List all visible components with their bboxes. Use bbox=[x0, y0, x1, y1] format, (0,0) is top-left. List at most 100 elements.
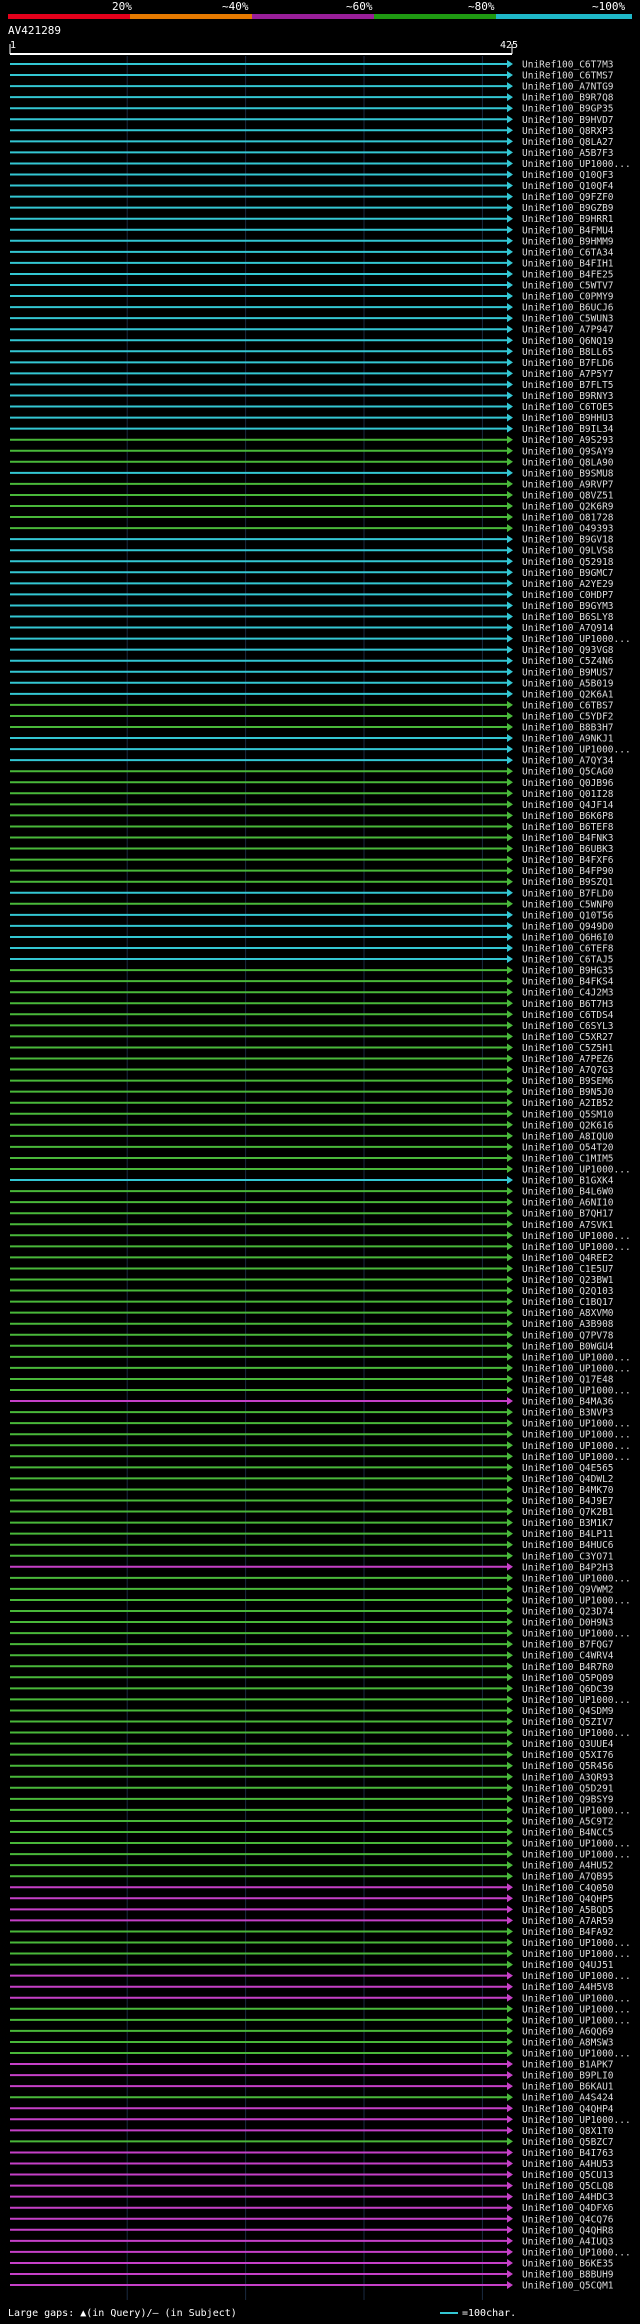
hit-label[interactable]: UniRef100_Q4REE2 bbox=[522, 1253, 614, 1264]
hit-label[interactable]: UniRef100_UP1000... bbox=[522, 1419, 631, 1430]
hit-label[interactable]: UniRef100_UP1000... bbox=[522, 159, 631, 170]
hit-label[interactable]: UniRef100_A5B019 bbox=[522, 678, 614, 689]
hit-label[interactable]: UniRef100_C5Z5H1 bbox=[522, 1043, 614, 1054]
hit-label[interactable]: UniRef100_B6T7H3 bbox=[522, 999, 614, 1010]
hit-label[interactable]: UniRef100_B3NVP3 bbox=[522, 1408, 614, 1419]
hit-label[interactable]: UniRef100_Q2K616 bbox=[522, 1120, 614, 1131]
hit-label[interactable]: UniRef100_B4P2H3 bbox=[522, 1562, 614, 1573]
hit-label[interactable]: UniRef100_B0WGU4 bbox=[522, 1341, 614, 1352]
hit-label[interactable]: UniRef100_A4S424 bbox=[522, 2093, 614, 2104]
hit-label[interactable]: UniRef100_B6SLY8 bbox=[522, 612, 614, 623]
hit-label[interactable]: UniRef100_Q9FZF0 bbox=[522, 192, 614, 203]
hit-label[interactable]: UniRef100_B9GYM3 bbox=[522, 601, 614, 612]
hit-label[interactable]: UniRef100_B4FKS4 bbox=[522, 977, 614, 988]
hit-label[interactable]: UniRef100_C0PMY9 bbox=[522, 292, 614, 303]
hit-label[interactable]: UniRef100_A5C9T2 bbox=[522, 1816, 614, 1827]
hit-label[interactable]: UniRef100_Q5XI76 bbox=[522, 1750, 614, 1761]
hit-label[interactable]: UniRef100_O54T20 bbox=[522, 1142, 614, 1153]
hit-label[interactable]: UniRef100_UP1000... bbox=[522, 2115, 631, 2126]
hit-label[interactable]: UniRef100_Q8LA27 bbox=[522, 137, 614, 148]
hit-label[interactable]: UniRef100_A8XVM0 bbox=[522, 1308, 614, 1319]
hit-label[interactable]: UniRef100_B9RNY3 bbox=[522, 391, 614, 402]
hit-label[interactable]: UniRef100_Q8VZ51 bbox=[522, 490, 614, 501]
hit-label[interactable]: UniRef100_A7P5Y7 bbox=[522, 369, 614, 380]
hit-label[interactable]: UniRef100_B7FQG7 bbox=[522, 1640, 614, 1651]
hit-label[interactable]: UniRef100_UP1000... bbox=[522, 745, 631, 756]
hit-label[interactable]: UniRef100_A3B908 bbox=[522, 1319, 614, 1330]
hit-label[interactable]: UniRef100_C6TA34 bbox=[522, 247, 614, 258]
hit-label[interactable]: UniRef100_B9GZB9 bbox=[522, 203, 614, 214]
hit-label[interactable]: UniRef100_B8B3H7 bbox=[522, 723, 614, 734]
hit-label[interactable]: UniRef100_B4I763 bbox=[522, 2148, 614, 2159]
hit-label[interactable]: UniRef100_A9NKJ1 bbox=[522, 734, 614, 745]
hit-label[interactable]: UniRef100_Q5D291 bbox=[522, 1783, 614, 1794]
hit-label[interactable]: UniRef100_D0H9N3 bbox=[522, 1618, 614, 1629]
hit-label[interactable]: UniRef100_A7QB95 bbox=[522, 1872, 614, 1883]
hit-label[interactable]: UniRef100_B4L6W0 bbox=[522, 1187, 614, 1198]
hit-label[interactable]: UniRef100_UP1000... bbox=[522, 1573, 631, 1584]
hit-label[interactable]: UniRef100_A2YE29 bbox=[522, 579, 614, 590]
hit-label[interactable]: UniRef100_B8BUH9 bbox=[522, 2270, 614, 2281]
hit-label[interactable]: UniRef100_Q10T56 bbox=[522, 910, 614, 921]
hit-label[interactable]: UniRef100_Q5CLQ8 bbox=[522, 2181, 614, 2192]
hit-label[interactable]: UniRef100_C4WRV4 bbox=[522, 1651, 614, 1662]
hit-label[interactable]: UniRef100_C1BQ17 bbox=[522, 1297, 614, 1308]
hit-label[interactable]: UniRef100_A6QQ69 bbox=[522, 2026, 614, 2037]
hit-label[interactable]: UniRef100_O81728 bbox=[522, 513, 614, 524]
hit-label[interactable]: UniRef100_C3YO71 bbox=[522, 1551, 614, 1562]
hit-label[interactable]: UniRef100_Q4QHR8 bbox=[522, 2225, 614, 2236]
hit-label[interactable]: UniRef100_A7QY34 bbox=[522, 756, 614, 767]
hit-label[interactable]: UniRef100_Q4SDM9 bbox=[522, 1706, 614, 1717]
hit-label[interactable]: UniRef100_Q23D74 bbox=[522, 1607, 614, 1618]
hit-label[interactable]: UniRef100_A6NI10 bbox=[522, 1198, 614, 1209]
hit-label[interactable]: UniRef100_C6T7M3 bbox=[522, 60, 614, 71]
hit-label[interactable]: UniRef100_UP1000... bbox=[522, 1242, 631, 1253]
hit-label[interactable]: UniRef100_A3QR93 bbox=[522, 1772, 614, 1783]
hit-label[interactable]: UniRef100_Q6H6I0 bbox=[522, 932, 614, 943]
hit-label[interactable]: UniRef100_Q4DWL2 bbox=[522, 1474, 614, 1485]
hit-label[interactable]: UniRef100_Q4QHP4 bbox=[522, 2104, 614, 2115]
hit-label[interactable]: UniRef100_B4FMU4 bbox=[522, 225, 614, 236]
hit-label[interactable]: UniRef100_A7PEZ6 bbox=[522, 1054, 614, 1065]
hit-label[interactable]: UniRef100_B1APK7 bbox=[522, 2060, 614, 2071]
hit-label[interactable]: UniRef100_C6TAJ5 bbox=[522, 955, 614, 966]
hit-label[interactable]: UniRef100_A7SVK1 bbox=[522, 1220, 614, 1231]
hit-label[interactable]: UniRef100_UP1000... bbox=[522, 1430, 631, 1441]
hit-label[interactable]: UniRef100_B6UCJ6 bbox=[522, 303, 614, 314]
hit-label[interactable]: UniRef100_A8MSW3 bbox=[522, 2037, 614, 2048]
hit-label[interactable]: UniRef100_A9S293 bbox=[522, 435, 614, 446]
hit-label[interactable]: UniRef100_UP1000... bbox=[522, 1441, 631, 1452]
hit-label[interactable]: UniRef100_C4J2M3 bbox=[522, 988, 614, 999]
hit-label[interactable]: UniRef100_A7NTG9 bbox=[522, 82, 614, 93]
hit-label[interactable]: UniRef100_UP1000... bbox=[522, 2247, 631, 2258]
hit-label[interactable]: UniRef100_B4J9E7 bbox=[522, 1496, 614, 1507]
hit-label[interactable]: UniRef100_Q8RXP3 bbox=[522, 126, 614, 137]
hit-label[interactable]: UniRef100_C6TEF8 bbox=[522, 944, 614, 955]
hit-label[interactable]: UniRef100_C6TMS7 bbox=[522, 71, 614, 82]
hit-label[interactable]: UniRef100_C6TDS4 bbox=[522, 1010, 614, 1021]
hit-label[interactable]: UniRef100_A7Q914 bbox=[522, 623, 614, 634]
hit-label[interactable]: UniRef100_B9SZQ1 bbox=[522, 877, 614, 888]
hit-label[interactable]: UniRef100_C1MIM5 bbox=[522, 1153, 614, 1164]
hit-label[interactable]: UniRef100_B6KE35 bbox=[522, 2258, 614, 2269]
hit-label[interactable]: UniRef100_UP1000... bbox=[522, 2015, 631, 2026]
hit-label[interactable]: UniRef100_B9HVD7 bbox=[522, 115, 614, 126]
hit-label[interactable]: UniRef100_B9GMC7 bbox=[522, 568, 614, 579]
hit-label[interactable]: UniRef100_Q4QHP5 bbox=[522, 1894, 614, 1905]
hit-label[interactable]: UniRef100_A5BQD5 bbox=[522, 1905, 614, 1916]
hit-label[interactable]: UniRef100_B9MUS7 bbox=[522, 667, 614, 678]
hit-label[interactable]: UniRef100_B9HHU3 bbox=[522, 413, 614, 424]
hit-label[interactable]: UniRef100_Q4DFX6 bbox=[522, 2203, 614, 2214]
hit-label[interactable]: UniRef100_Q5CAG0 bbox=[522, 767, 614, 778]
hit-label[interactable]: UniRef100_B4NCC5 bbox=[522, 1828, 614, 1839]
hit-label[interactable]: UniRef100_C5XR27 bbox=[522, 1032, 614, 1043]
hit-label[interactable]: UniRef100_A8IQU0 bbox=[522, 1131, 614, 1142]
hit-label[interactable]: UniRef100_A4IUQ3 bbox=[522, 2236, 614, 2247]
hit-label[interactable]: UniRef100_C5Z4N6 bbox=[522, 656, 614, 667]
hit-label[interactable]: UniRef100_A7P947 bbox=[522, 325, 614, 336]
hit-label[interactable]: UniRef100_Q5R456 bbox=[522, 1761, 614, 1772]
hit-label[interactable]: UniRef100_A9RVP7 bbox=[522, 479, 614, 490]
hit-label[interactable]: UniRef100_UP1000... bbox=[522, 1938, 631, 1949]
hit-label[interactable]: UniRef100_B4FXF6 bbox=[522, 855, 614, 866]
hit-label[interactable]: UniRef100_Q2Q103 bbox=[522, 1286, 614, 1297]
